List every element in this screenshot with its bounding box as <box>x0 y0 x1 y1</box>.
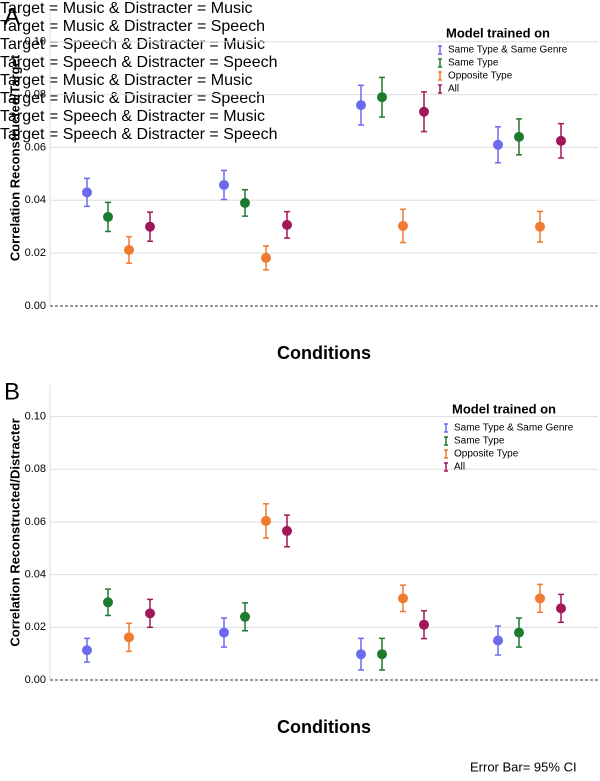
y-tick-label: 0.08 <box>25 88 46 100</box>
point <box>82 645 92 656</box>
legend-label: Same Type <box>454 436 505 447</box>
point <box>514 131 524 142</box>
point <box>535 593 545 604</box>
y-tick-label: 0.02 <box>25 247 46 259</box>
point <box>356 649 366 660</box>
x-tick-label: Target = Music & Distracter = Speech <box>0 18 265 35</box>
y-tick-label: 0.00 <box>25 300 46 312</box>
point <box>282 525 292 536</box>
y-tick-label: 0.04 <box>25 194 46 206</box>
x-axis-title: Conditions <box>277 717 371 737</box>
point <box>493 139 503 150</box>
y-axis-title: Correlation Reconstructed/Target <box>7 54 22 261</box>
point <box>419 106 429 117</box>
x-axis-title: Conditions <box>277 343 371 363</box>
y-axis-title: Correlation Reconstructed/Distracter <box>7 418 22 646</box>
panel-label: B <box>4 378 20 405</box>
point <box>219 179 229 190</box>
x-tick-label: Target = Speech & Distracter = Music <box>0 36 265 53</box>
point <box>103 597 113 608</box>
y-tick-label: 0.02 <box>25 621 46 633</box>
x-tick-label: Target = Speech & Distracter = Speech <box>0 126 278 143</box>
panel-label: A <box>4 3 20 30</box>
point <box>398 593 408 604</box>
point <box>419 619 429 630</box>
point <box>377 92 387 103</box>
point <box>514 627 524 638</box>
point <box>124 244 134 255</box>
legend-title: Model trained on <box>452 401 556 416</box>
point <box>240 611 250 622</box>
point <box>82 187 92 198</box>
legend-label: Same Type <box>448 58 499 69</box>
point <box>282 219 292 230</box>
point <box>493 635 503 646</box>
point <box>377 649 387 660</box>
point <box>556 135 566 146</box>
y-tick-label: 0.06 <box>25 141 46 153</box>
point <box>535 221 545 232</box>
y-tick-label: 0.06 <box>25 516 46 528</box>
legend-label: Opposite Type <box>454 449 519 460</box>
legend-label: Opposite Type <box>448 71 513 82</box>
point <box>398 220 408 231</box>
point <box>145 221 155 232</box>
y-tick-label: 0.04 <box>25 569 46 581</box>
y-tick-label: 0.08 <box>25 463 46 475</box>
point <box>261 252 271 263</box>
legend-label: Same Type & Same Genre <box>454 423 574 434</box>
point <box>356 100 366 111</box>
y-tick-label: 0.10 <box>25 36 46 48</box>
legend-label: All <box>454 462 465 473</box>
point <box>103 211 113 222</box>
point <box>261 515 271 526</box>
x-tick-label: Target = Music & Distracter = Music <box>0 0 253 17</box>
point <box>556 603 566 614</box>
legend-label: All <box>448 84 459 95</box>
point <box>240 197 250 208</box>
footnote: Error Bar= 95% CI <box>470 759 577 774</box>
x-tick-label: Target = Speech & Distracter = Music <box>0 108 265 125</box>
y-tick-label: 0.10 <box>25 411 46 423</box>
legend-title: Model trained on <box>446 25 550 40</box>
x-tick-label: Target = Music & Distracter = Music <box>0 72 253 89</box>
legend-label: Same Type & Same Genre <box>448 45 568 56</box>
x-tick-label: Target = Speech & Distracter = Speech <box>0 54 278 71</box>
point <box>124 632 134 643</box>
y-tick-label: 0.00 <box>25 674 46 686</box>
point <box>145 608 155 619</box>
point <box>219 627 229 638</box>
